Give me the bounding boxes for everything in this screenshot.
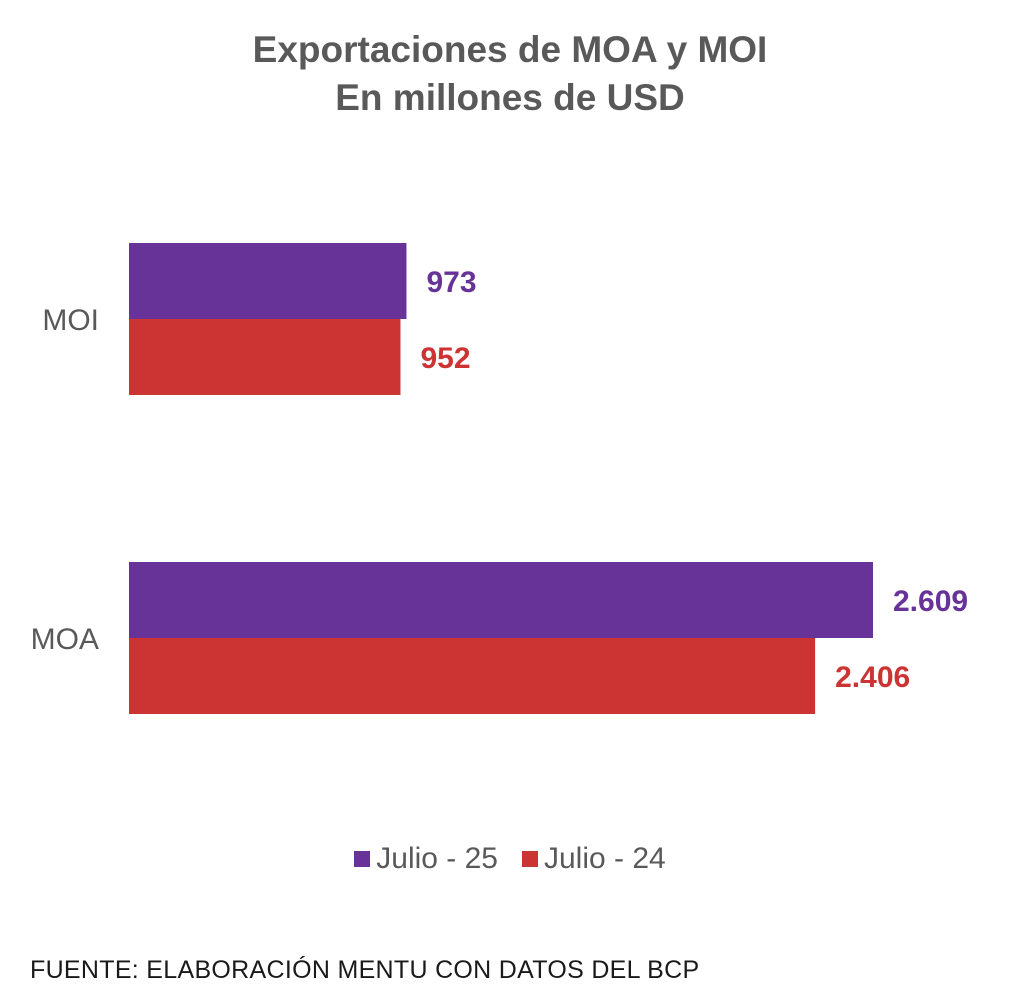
bar-moa-series-1: [129, 638, 816, 714]
legend-label-julio-25: Julio - 25: [376, 842, 498, 875]
data-label-moa-series-0: 2.609: [893, 585, 968, 618]
data-label-moa-series-1: 2.406: [835, 661, 910, 694]
legend-swatch-julio-24: [522, 851, 538, 867]
bar-moi-series-1: [129, 319, 401, 395]
bar-moa-series-0: [129, 562, 873, 638]
legend-item-julio-24: Julio - 24: [522, 842, 666, 876]
bar-chart: MOI 973 952 MOA 2.609 2.406: [31, 243, 968, 714]
title-line-2: En millones de USD: [335, 77, 685, 118]
legend: Julio - 25 Julio - 24: [0, 842, 1020, 876]
source-note: FUENTE: ELABORACIÓN MENTU CON DATOS DEL …: [30, 956, 700, 984]
legend-item-julio-25: Julio - 25: [354, 842, 498, 876]
legend-label-julio-24: Julio - 24: [544, 842, 666, 875]
title-line-1: Exportaciones de MOA y MOI: [252, 29, 768, 70]
category-label-moi: MOI: [42, 304, 99, 337]
bar-moi-series-0: [129, 243, 407, 319]
data-label-moi-series-1: 952: [420, 342, 470, 375]
data-label-moi-series-0: 973: [426, 266, 476, 299]
legend-swatch-julio-25: [354, 851, 371, 867]
chart-title: Exportaciones de MOA y MOI En millones d…: [0, 26, 1020, 122]
category-label-moa: MOA: [31, 623, 99, 656]
